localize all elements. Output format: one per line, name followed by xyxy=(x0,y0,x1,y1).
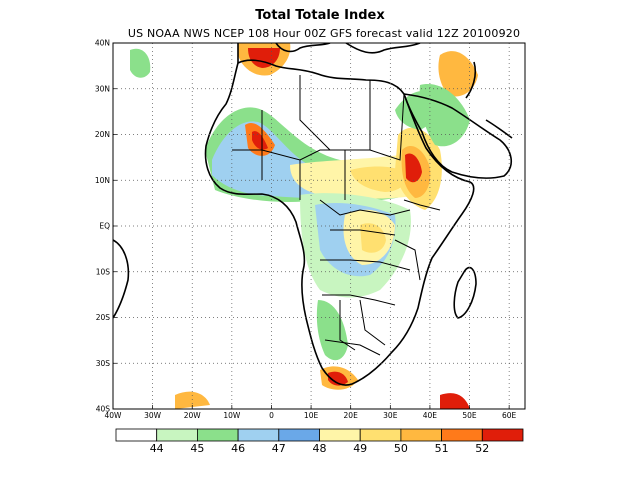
lon-tick-label: 30E xyxy=(383,411,398,420)
country-borders xyxy=(232,75,441,356)
field-south-atlantic-orange xyxy=(175,391,210,409)
lon-tick-label: 10W xyxy=(223,411,241,420)
lon-tick-label: 40E xyxy=(423,411,438,420)
colorbar-swatch xyxy=(278,428,320,442)
lon-tick-label: 20W xyxy=(184,411,202,420)
lat-lon-grid xyxy=(112,42,525,410)
lon-tick-label: 40W xyxy=(105,411,123,420)
lon-tick-label: 0 xyxy=(269,411,274,420)
field-southeast-red xyxy=(440,393,470,409)
field-mauritania-core xyxy=(252,131,268,150)
map-title: Total Totale Index xyxy=(255,8,385,23)
lon-tick-label: 10E xyxy=(304,411,319,420)
lat-tick-label: 20N xyxy=(95,130,110,139)
map-subtitle: US NOAA NWS NCEP 108 Hour 00Z GFS foreca… xyxy=(127,27,521,40)
lon-tick-label: 50E xyxy=(462,411,477,420)
lat-tick-label: 40N xyxy=(95,39,110,48)
lon-tick-label: 20E xyxy=(344,411,359,420)
field-arabia-orange xyxy=(438,51,478,97)
colorbar-swatch xyxy=(115,428,158,442)
colorbar-labels: 44 45 46 47 48 49 50 51 52 xyxy=(150,442,490,455)
lat-tick-label: 10S xyxy=(96,267,111,276)
lat-tick-label: 30N xyxy=(95,84,110,93)
colorbar-label: 46 xyxy=(231,442,245,455)
lon-tick-label: 30W xyxy=(144,411,162,420)
colorbar-label: 51 xyxy=(435,442,449,455)
coastlines xyxy=(113,43,513,386)
latitude-labels: 40N 30N 20N 10N EQ 10S 20S 30S 40S xyxy=(95,39,110,414)
index-shading xyxy=(130,43,478,409)
south-america-coastline xyxy=(113,239,130,319)
field-sahel-orange xyxy=(350,166,407,192)
colorbar xyxy=(115,428,524,442)
map-frame xyxy=(112,42,526,410)
lon-tick-label: 60E xyxy=(502,411,517,420)
colorbar-swatch xyxy=(319,428,361,442)
lat-tick-label: 30S xyxy=(96,359,111,368)
colorbar-label: 49 xyxy=(353,442,367,455)
madagascar-coastline xyxy=(453,266,477,319)
colorbar-label: 47 xyxy=(272,442,286,455)
colorbar-label: 48 xyxy=(313,442,327,455)
colorbar-swatch xyxy=(196,428,239,442)
field-med-red xyxy=(248,48,280,68)
colorbar-swatch xyxy=(441,428,483,442)
lat-tick-label: EQ xyxy=(99,222,110,231)
colorbar-swatch xyxy=(237,428,280,442)
colorbar-label: 44 xyxy=(150,442,164,455)
lat-tick-label: 20S xyxy=(96,313,111,322)
longitude-labels: 40W 30W 20W 10W 0 10E 20E 30E 40E 50E 60E xyxy=(105,411,517,420)
field-south-africa-red xyxy=(328,371,348,386)
colorbar-label: 52 xyxy=(475,442,489,455)
field-south-africa-blue xyxy=(316,300,348,361)
africa-coastline xyxy=(204,59,475,386)
colorbar-swatch xyxy=(400,428,442,442)
arabia-coastline xyxy=(403,93,512,179)
caspian-gulf xyxy=(465,61,513,139)
field-ethiopia-red xyxy=(405,153,422,183)
colorbar-swatch xyxy=(359,428,402,442)
lat-tick-label: 40S xyxy=(96,405,111,414)
lat-tick-label: 10N xyxy=(95,176,110,185)
europe-coastline xyxy=(237,43,421,63)
colorbar-label: 50 xyxy=(394,442,408,455)
colorbar-swatch xyxy=(156,428,198,442)
field-atlantic-green xyxy=(130,48,151,78)
colorbar-label: 45 xyxy=(190,442,204,455)
colorbar-swatch xyxy=(481,428,524,442)
